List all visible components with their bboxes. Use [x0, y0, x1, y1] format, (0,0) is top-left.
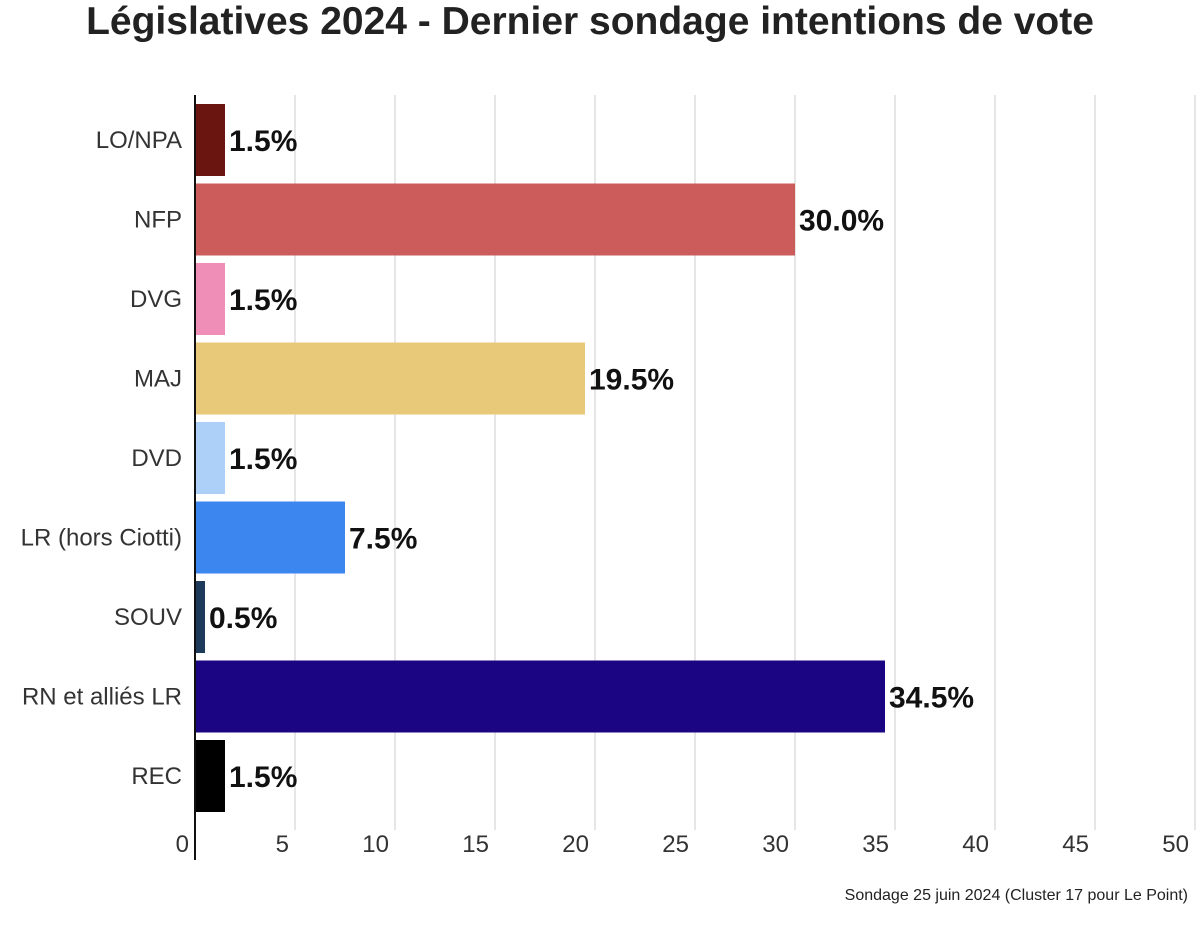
value-label: 1.5%: [229, 284, 297, 317]
x-tick-label: 10: [362, 831, 389, 858]
category-label: DVG: [130, 286, 182, 313]
source-note: Sondage 25 juin 2024 (Cluster 17 pour Le…: [844, 887, 1188, 904]
chart-title: Législatives 2024 - Dernier sondage inte…: [86, 0, 1094, 43]
category-label: LR (hors Ciotti): [21, 525, 182, 552]
value-label: 1.5%: [229, 125, 297, 158]
category-label: RN et alliés LR: [22, 684, 182, 711]
x-tick-label: 40: [962, 831, 989, 858]
bar: [195, 660, 885, 733]
value-label: 30.0%: [799, 205, 884, 238]
category-label: REC: [131, 763, 182, 790]
x-tick-label: 5: [276, 831, 289, 858]
value-label: 7.5%: [349, 523, 417, 556]
bar: [195, 581, 205, 653]
x-tick-label: 0: [176, 831, 189, 858]
category-label: DVD: [131, 445, 182, 472]
bar: [195, 183, 795, 256]
x-tick-label: 25: [662, 831, 689, 858]
x-tick-label: 20: [562, 831, 589, 858]
category-label: LO/NPA: [96, 127, 182, 154]
value-label: 1.5%: [229, 443, 297, 476]
bar: [195, 104, 225, 176]
category-label: NFP: [134, 207, 182, 234]
x-tick-label: 45: [1062, 831, 1089, 858]
bar: [195, 342, 585, 415]
value-label: 19.5%: [589, 364, 674, 397]
bar: [195, 740, 225, 812]
bar: [195, 501, 345, 574]
bar: [195, 263, 225, 335]
x-tick-label: 30: [762, 831, 789, 858]
x-tick-label: 35: [862, 831, 889, 858]
x-tick-label: 50: [1162, 831, 1189, 858]
category-label: SOUV: [114, 604, 182, 631]
value-label: 34.5%: [889, 682, 974, 715]
category-label: MAJ: [134, 366, 182, 393]
x-tick-label: 15: [462, 831, 489, 858]
bar: [195, 422, 225, 494]
value-label: 1.5%: [229, 761, 297, 794]
value-label: 0.5%: [209, 602, 277, 635]
